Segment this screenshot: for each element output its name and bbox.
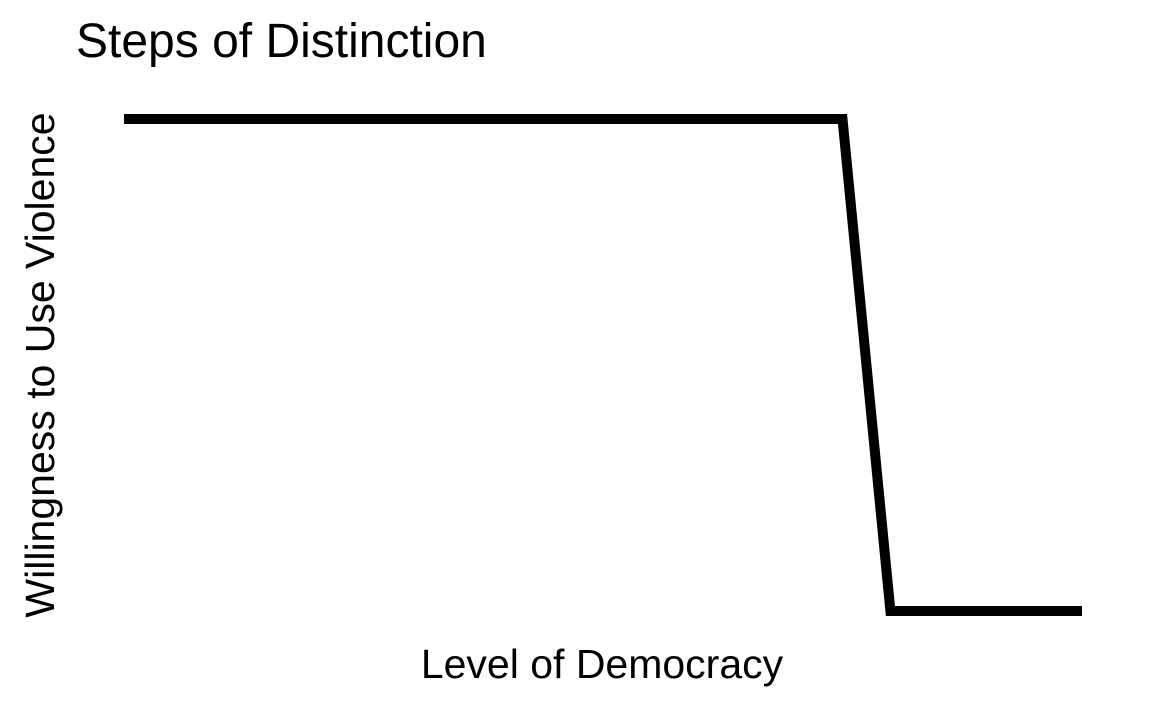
x-axis-label: Level of Democracy <box>420 641 784 687</box>
series-line <box>124 114 1082 616</box>
y-axis-label: Willingness to Use Violence <box>17 112 63 618</box>
chart-title: Steps of Distinction <box>76 15 487 68</box>
